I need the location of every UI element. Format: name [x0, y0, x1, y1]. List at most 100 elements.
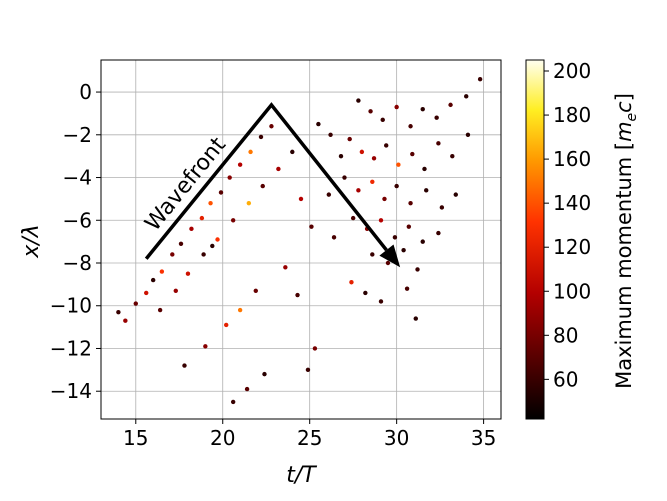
data-point — [338, 153, 344, 159]
x-tick-label: 30 — [384, 426, 409, 450]
data-point — [199, 215, 205, 221]
data-point — [253, 288, 258, 293]
data-point — [439, 205, 445, 210]
data-point — [305, 367, 311, 373]
data-point — [410, 151, 415, 157]
data-point — [342, 175, 347, 180]
data-point — [404, 286, 410, 291]
data-point — [116, 309, 121, 315]
data-point — [178, 241, 184, 246]
data-point — [356, 98, 361, 103]
colorbar-label-c: c — [612, 101, 636, 113]
data-point — [434, 115, 439, 120]
plot-frame — [100, 59, 502, 420]
data-point — [248, 149, 253, 155]
data-point — [144, 290, 149, 296]
data-point — [295, 292, 300, 298]
data-point — [230, 399, 236, 405]
colorbar-label: Maximum momentum [mec] — [612, 93, 640, 389]
data-point — [189, 226, 194, 232]
data-point — [208, 200, 213, 206]
data-point — [392, 235, 398, 240]
data-point — [465, 132, 471, 137]
data-point — [159, 269, 165, 274]
y-tick-label: −12 — [50, 336, 92, 360]
data-point — [269, 124, 274, 129]
data-point — [413, 316, 418, 321]
data-point — [436, 141, 441, 146]
x-tick-label: 35 — [471, 426, 496, 450]
data-point — [227, 175, 232, 180]
colorbar-ticks: 60 80 100 120 140 160 180 200 — [544, 59, 591, 391]
data-point — [415, 267, 420, 272]
x-tick-label: 20 — [210, 426, 235, 450]
data-point — [370, 179, 375, 185]
data-point — [371, 156, 377, 161]
data-point — [420, 239, 425, 244]
data-point — [203, 344, 208, 349]
y-axis-label: x/λ — [19, 224, 44, 258]
data-point — [173, 288, 178, 293]
data-point — [316, 121, 321, 127]
y-tick-label: −8 — [63, 251, 92, 275]
data-point — [394, 183, 399, 189]
colorbar-tick-label: 80 — [553, 323, 578, 347]
data-point — [230, 218, 236, 223]
data-point — [328, 132, 333, 137]
data-point — [150, 277, 156, 283]
colorbar-label-main: Maximum momentum [ — [612, 142, 636, 389]
data-point — [436, 230, 441, 236]
data-point — [464, 94, 469, 99]
data-point — [448, 102, 453, 108]
colorbar-tick-label: 200 — [553, 59, 591, 83]
colorbar-gradient — [525, 59, 545, 420]
data-point — [133, 301, 138, 306]
x-axis-ticks: 15 20 25 30 35 — [123, 419, 496, 450]
data-point — [309, 224, 314, 229]
data-point — [258, 134, 264, 140]
colorbar-label-close: ] — [612, 93, 636, 101]
data-point — [370, 252, 375, 257]
colorbar-tick-label: 160 — [553, 147, 591, 171]
data-point — [394, 104, 399, 110]
colorbar-tick-label: 180 — [553, 103, 591, 127]
y-tick-label: −10 — [50, 294, 92, 318]
data-point — [123, 318, 128, 323]
data-point — [380, 117, 385, 123]
x-tick-label: 15 — [123, 426, 148, 450]
data-point — [157, 307, 163, 313]
colorbar-tick-label: 140 — [553, 191, 591, 215]
y-tick-label: −4 — [63, 166, 92, 190]
data-point — [384, 143, 389, 148]
y-axis-ticks: 0 −2 −4 −6 −8 −10 −12 −14 — [50, 80, 101, 403]
grid — [101, 60, 501, 419]
data-point — [385, 260, 391, 266]
y-tick-label: 0 — [79, 80, 92, 104]
data-point — [453, 192, 458, 197]
data-point — [312, 346, 318, 351]
data-point — [349, 280, 354, 285]
wavefront-arrowhead — [379, 244, 401, 268]
data-point — [420, 106, 425, 112]
data-point — [201, 252, 206, 257]
data-point — [347, 136, 352, 142]
colorbar-tick-label: 100 — [553, 279, 591, 303]
data-point — [477, 77, 483, 82]
data-point — [224, 322, 229, 328]
colorbar-label-m: m — [612, 121, 636, 141]
data-point — [396, 162, 401, 167]
data-point — [378, 218, 384, 223]
data-point — [450, 153, 455, 159]
data-point — [283, 265, 288, 270]
data-point — [210, 243, 215, 249]
data-point — [215, 237, 220, 242]
data-point — [237, 162, 243, 167]
data-point — [363, 290, 368, 296]
colorbar-tick-label: 120 — [553, 235, 591, 259]
data-point — [260, 183, 265, 189]
data-point — [218, 190, 224, 195]
data-point — [244, 386, 250, 392]
data-point — [378, 299, 384, 304]
data-point — [356, 188, 361, 193]
data-point — [237, 307, 243, 313]
